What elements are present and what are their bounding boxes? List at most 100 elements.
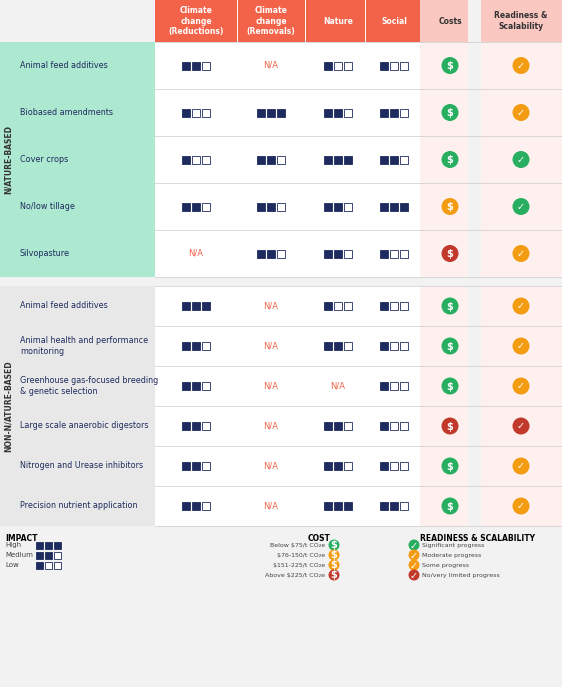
Bar	[380, 302, 388, 310]
Bar	[380, 109, 388, 117]
Text: IMPACT: IMPACT	[5, 534, 38, 543]
Text: N/A: N/A	[264, 462, 279, 471]
Text: $: $	[447, 462, 454, 471]
Bar	[334, 342, 342, 350]
Circle shape	[513, 297, 529, 315]
Text: ✓: ✓	[517, 108, 525, 118]
Bar	[334, 302, 342, 310]
Text: ✓: ✓	[517, 202, 525, 212]
Bar	[324, 502, 332, 510]
Text: N/A: N/A	[264, 381, 279, 390]
Text: ✓: ✓	[410, 541, 418, 550]
Bar	[182, 422, 190, 430]
Bar	[390, 155, 398, 164]
Text: $151-225/t CO₂e: $151-225/t CO₂e	[273, 563, 325, 567]
Bar	[344, 203, 352, 210]
Bar	[344, 249, 352, 258]
Circle shape	[409, 539, 419, 550]
Bar	[155, 286, 420, 526]
Bar	[420, 286, 468, 526]
Text: Social: Social	[381, 16, 407, 25]
Text: N/A: N/A	[330, 381, 346, 390]
Text: ✓: ✓	[410, 550, 418, 561]
Bar	[202, 302, 210, 310]
Text: ✓: ✓	[517, 422, 525, 431]
Bar	[324, 342, 332, 350]
Bar	[155, 42, 420, 277]
Circle shape	[329, 539, 339, 550]
Bar	[400, 422, 408, 430]
Bar	[380, 155, 388, 164]
Text: Animal health and performance
monitoring: Animal health and performance monitoring	[20, 337, 148, 356]
Bar	[192, 109, 200, 117]
Bar	[334, 203, 342, 210]
Bar	[380, 422, 388, 430]
Bar	[380, 62, 388, 69]
Bar	[202, 502, 210, 510]
Bar	[192, 302, 200, 310]
Bar	[267, 249, 275, 258]
Circle shape	[329, 550, 339, 561]
Text: $: $	[447, 302, 454, 311]
Bar	[202, 109, 210, 117]
Bar	[53, 552, 61, 559]
Bar	[182, 342, 190, 350]
Bar	[257, 155, 265, 164]
Text: N/A: N/A	[264, 502, 279, 510]
Bar	[324, 249, 332, 258]
Text: N/A: N/A	[264, 422, 279, 431]
Bar	[277, 155, 285, 164]
Bar	[344, 342, 352, 350]
Bar	[390, 342, 398, 350]
Circle shape	[513, 458, 529, 475]
Text: READINESS & SCALABILITY: READINESS & SCALABILITY	[420, 534, 535, 543]
Text: Greenhouse gas-focused breeding
& genetic selection: Greenhouse gas-focused breeding & geneti…	[20, 376, 158, 396]
Text: $: $	[447, 341, 454, 352]
Circle shape	[329, 559, 339, 570]
Bar	[192, 342, 200, 350]
Bar	[334, 462, 342, 470]
Circle shape	[409, 550, 419, 561]
Text: No/low tillage: No/low tillage	[20, 202, 75, 211]
Text: N/A: N/A	[264, 341, 279, 350]
Text: $: $	[447, 422, 454, 431]
Text: NON-N/ATURE-BASED: NON-N/ATURE-BASED	[3, 360, 12, 452]
Circle shape	[442, 418, 459, 434]
Bar	[192, 462, 200, 470]
Bar	[420, 0, 468, 42]
Bar	[400, 155, 408, 164]
Text: Significant progress: Significant progress	[422, 543, 484, 548]
Bar	[380, 382, 388, 390]
Bar	[400, 109, 408, 117]
Text: $: $	[447, 502, 454, 512]
Bar	[334, 155, 342, 164]
Bar	[344, 302, 352, 310]
Bar	[202, 203, 210, 210]
Bar	[380, 502, 388, 510]
Bar	[182, 109, 190, 117]
Bar	[202, 422, 210, 430]
Bar	[202, 155, 210, 164]
Circle shape	[442, 57, 459, 74]
Bar	[192, 203, 200, 210]
Text: Above $225/t CO₂e: Above $225/t CO₂e	[265, 572, 325, 578]
Bar	[35, 552, 43, 559]
Bar	[390, 203, 398, 210]
Circle shape	[513, 418, 529, 434]
Circle shape	[513, 337, 529, 354]
Bar	[277, 249, 285, 258]
Bar	[53, 561, 61, 569]
Text: Silvopasture: Silvopasture	[20, 249, 70, 258]
Bar	[400, 62, 408, 69]
Bar	[420, 42, 468, 277]
Circle shape	[442, 377, 459, 394]
Bar	[44, 541, 52, 548]
Bar	[35, 561, 43, 569]
Bar	[202, 382, 210, 390]
Bar	[0, 42, 155, 277]
Text: Medium: Medium	[5, 552, 33, 558]
Bar	[53, 541, 61, 548]
Circle shape	[442, 151, 459, 168]
Bar	[481, 42, 562, 277]
Bar	[202, 462, 210, 470]
